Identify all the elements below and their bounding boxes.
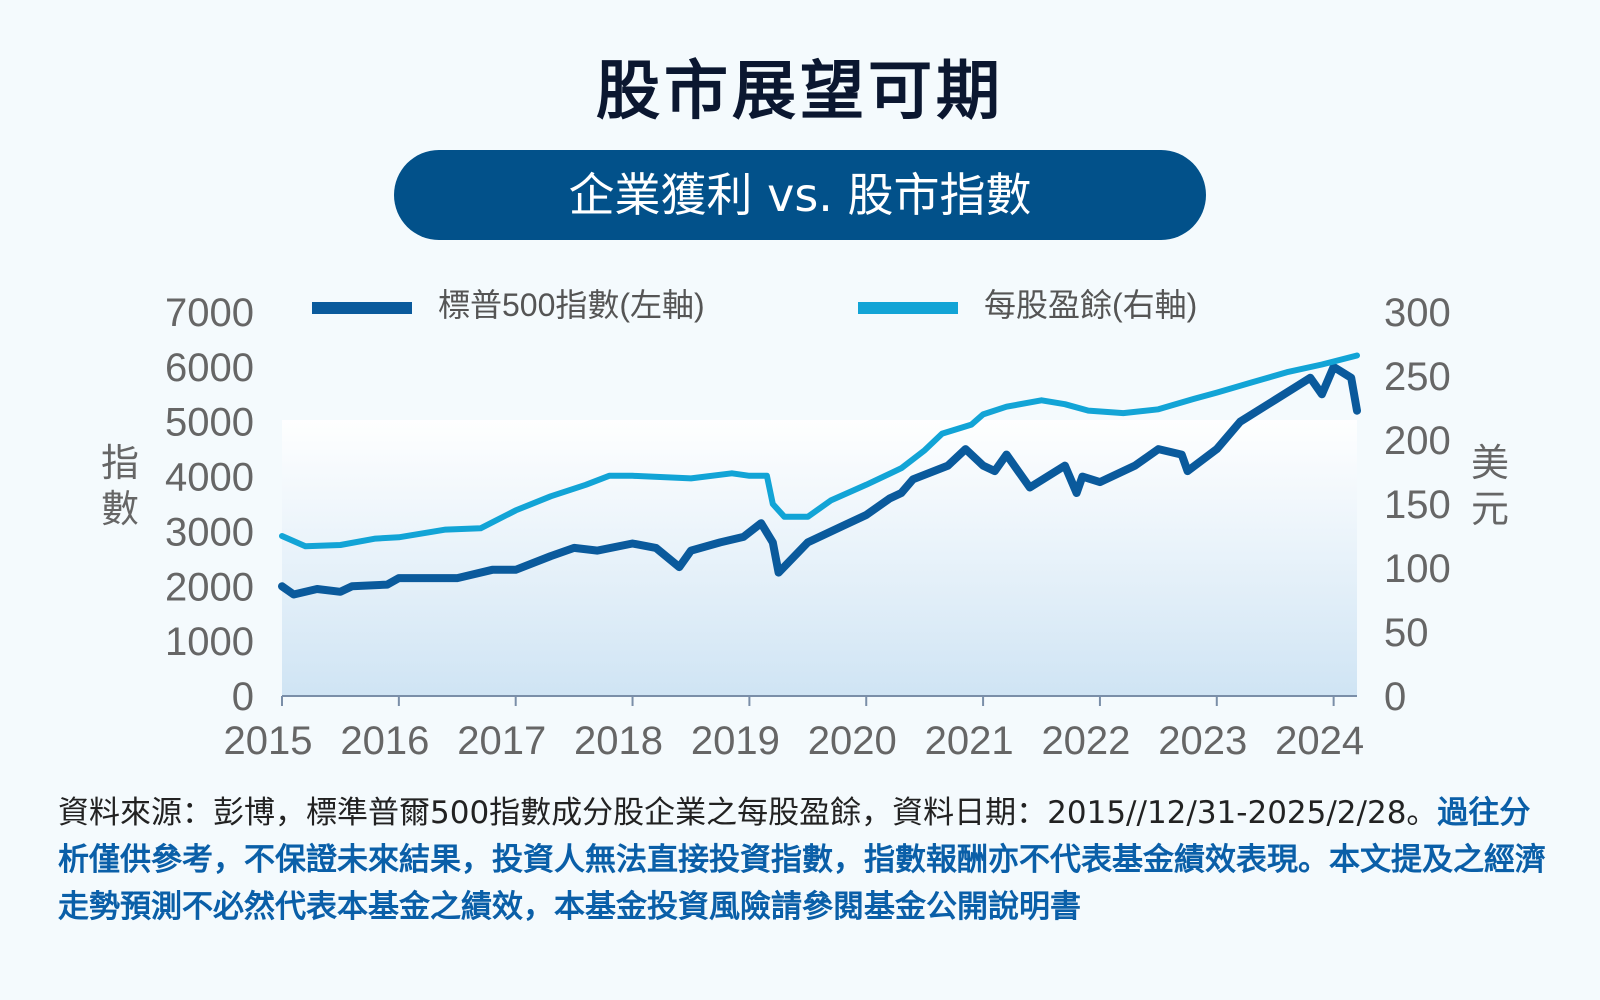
eps-line	[279, 352, 1360, 550]
right-tick-label: 300	[1384, 291, 1451, 335]
plot-area-background	[282, 420, 1357, 696]
legend-swatch-eps	[858, 301, 958, 314]
x-tick-label: 2021	[925, 719, 1014, 763]
left-axis-unit-char: 數	[100, 487, 139, 531]
right-tick-label: 50	[1384, 611, 1429, 655]
right-tick-label: 100	[1384, 547, 1451, 591]
left-tick-label: 2000	[165, 565, 254, 609]
right-tick-label: 150	[1384, 483, 1451, 527]
subtitle-text: 企業獲利 vs. 股市指數	[568, 168, 1032, 222]
footnote: 資料來源：彭博，標準普爾500指數成分股企業之每股盈餘，資料日期：2015//1…	[58, 790, 1558, 931]
left-tick-label: 3000	[165, 510, 254, 554]
x-tick-label: 2020	[808, 719, 897, 763]
x-tick-label: 2015	[224, 719, 313, 763]
sp500-line	[278, 362, 1361, 599]
subtitle-banner: 企業獲利 vs. 股市指數	[394, 150, 1206, 240]
right-tick-label: 200	[1384, 419, 1451, 463]
right-axis-unit-char: 美	[1470, 441, 1509, 485]
x-tick-label: 2017	[457, 719, 546, 763]
left-tick-label: 5000	[165, 401, 254, 445]
right-tick-label: 0	[1384, 675, 1406, 719]
right-tick-label: 250	[1384, 355, 1451, 399]
legend-item-sp500: 標普500指數(左軸)	[312, 280, 705, 326]
x-tick-label: 2023	[1158, 719, 1247, 763]
left-tick-label: 7000	[165, 291, 254, 335]
x-tick-label: 2022	[1041, 719, 1130, 763]
disclaimer-text: 過往分析僅供參考，不保證未來結果，投資人無法直接投資指數，指數報酬亦不代表基金績…	[58, 795, 1546, 925]
x-tick-label: 2024	[1275, 719, 1364, 763]
x-tick-label: 2016	[340, 719, 429, 763]
left-tick-label: 4000	[165, 456, 254, 500]
left-tick-label: 6000	[165, 346, 254, 390]
x-tick-label: 2019	[691, 719, 780, 763]
legend-label-sp500: 標普500指數(左軸)	[438, 287, 705, 323]
legend-swatch-sp500	[312, 301, 412, 314]
right-axis-unit-char: 元	[1470, 487, 1509, 531]
left-axis-unit: 指數	[98, 440, 142, 532]
main-title: 股市展望可期	[596, 55, 1004, 129]
x-tick-label: 2018	[574, 719, 663, 763]
chart-canvas: 2015 2016 2017 2018 2019 2020 2021 2022 2023 2024…	[165, 291, 1451, 763]
source-text: 資料來源：彭博，標準普爾500指數成分股企業之每股盈餘，資料日期：2015//1…	[58, 795, 1438, 831]
left-axis-unit-char: 指	[100, 441, 139, 485]
legend-item-eps: 每股盈餘(右軸)	[858, 280, 1197, 326]
right-axis-unit: 美元	[1468, 440, 1512, 532]
legend-label-eps: 每股盈餘(右軸)	[984, 287, 1198, 323]
left-tick-label: 0	[232, 675, 254, 719]
left-tick-label: 1000	[165, 620, 254, 664]
